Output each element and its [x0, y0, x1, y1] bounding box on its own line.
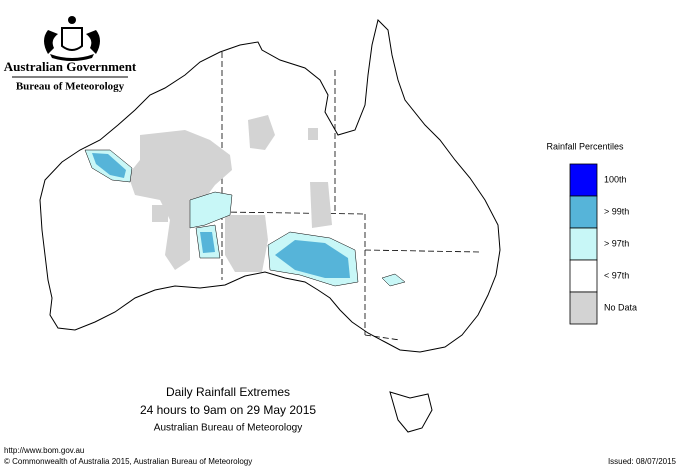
rainfall-99-region: [200, 232, 215, 253]
tasmania: [389, 391, 433, 433]
legend-swatch: [569, 227, 598, 261]
legend-label: < 97th: [604, 270, 629, 280]
no-data-region: [225, 215, 268, 272]
legend-swatch: [569, 259, 598, 293]
legend: 100th > 99th > 97th < 97th No Data: [569, 163, 637, 325]
no-data-regions: [128, 115, 332, 272]
bureau-name: Bureau of Meteorology: [16, 81, 125, 93]
no-data-region: [310, 182, 332, 228]
footer-copyright: © Commonwealth of Australia 2015, Austra…: [4, 457, 252, 466]
legend-label: > 97th: [604, 238, 629, 248]
rainfall-97-region: [381, 273, 406, 287]
no-data-region: [308, 128, 318, 140]
legend-swatch: [569, 291, 598, 325]
legend-label: > 99th: [604, 206, 629, 216]
legend-label: No Data: [604, 302, 637, 312]
footer-issued: Issued: 08/07/2015: [608, 457, 677, 466]
no-data-region: [152, 205, 168, 222]
government-name: Australian Government: [4, 59, 137, 74]
rainfall-regions: [84, 149, 406, 287]
rainfall-99-region: [92, 153, 126, 178]
rainfall-97-region: [189, 191, 233, 229]
caption-source: Australian Bureau of Meteorology: [154, 423, 302, 434]
legend-swatch: [569, 163, 598, 197]
legend-swatch: [569, 195, 598, 229]
no-data-region: [128, 130, 232, 270]
caption-title: Daily Rainfall Extremes: [166, 385, 290, 399]
legend-title: Rainfall Percentiles: [546, 141, 624, 151]
rainfall-99-region: [275, 240, 350, 278]
australia-outline: [39, 19, 501, 353]
footer-url: http://www.bom.gov.au: [4, 446, 84, 455]
legend-label: 100th: [604, 174, 627, 184]
no-data-region: [248, 115, 275, 150]
coat-of-arms: [44, 16, 100, 61]
caption-period: 24 hours to 9am on 29 May 2015: [140, 403, 316, 417]
